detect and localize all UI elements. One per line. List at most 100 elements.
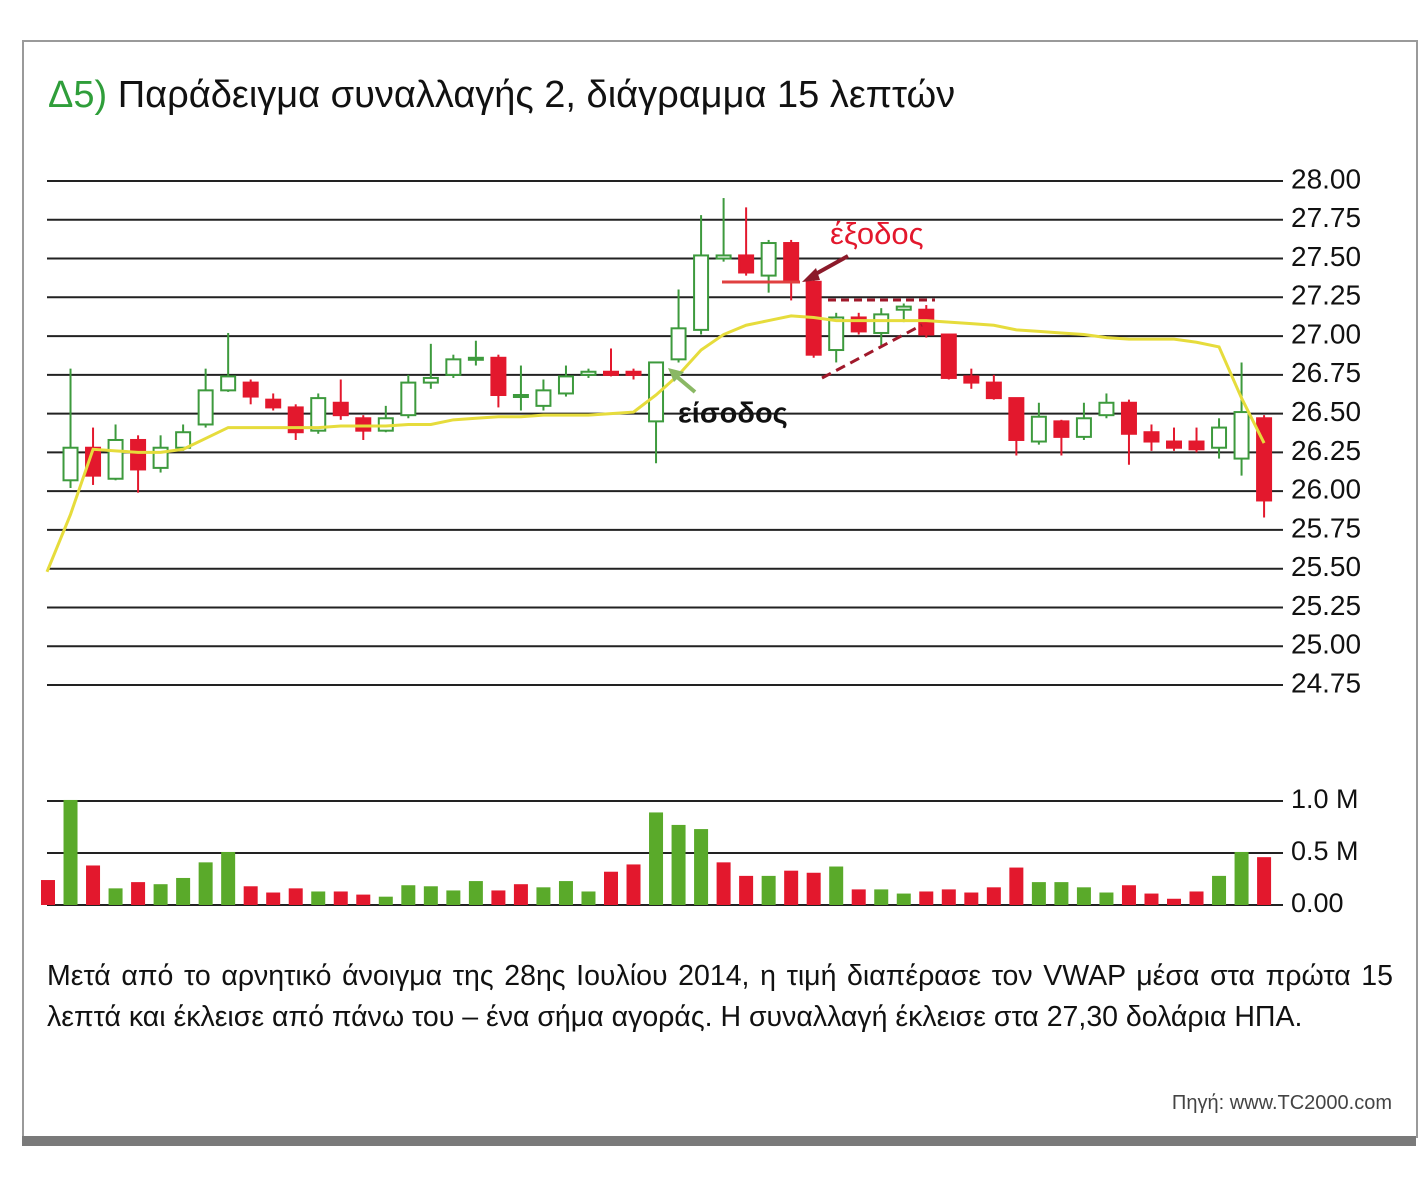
candle-body: [130, 438, 147, 471]
candle-body: [760, 242, 777, 277]
volume-bar: [1076, 887, 1091, 905]
volume-bar: [1031, 882, 1046, 905]
volume-bar: [108, 888, 123, 905]
volume-bar: [41, 880, 55, 905]
volume-bar: [266, 892, 281, 905]
candle-body: [355, 417, 372, 432]
candle-body: [828, 316, 845, 352]
volume-bar: [1257, 857, 1272, 905]
source: Πηγή: www.TC2000.com: [1171, 1092, 1392, 1114]
volume-bar: [851, 889, 866, 905]
candle-body: [242, 381, 259, 398]
y-tick-label: 0.5 M: [1291, 836, 1359, 866]
candle-body: [557, 375, 574, 395]
annotation: είσοδος: [678, 398, 788, 430]
volume-bar: [829, 866, 844, 905]
candle-body: [603, 370, 619, 376]
candle-body: [1188, 440, 1205, 451]
candle-body: [197, 389, 214, 426]
volume-bar: [198, 862, 213, 905]
volume-bar: [874, 889, 889, 905]
y-tick-label: 25.25: [1291, 590, 1361, 621]
candle-body: [422, 376, 439, 384]
volume-bar: [694, 829, 709, 905]
volume-bar: [1054, 882, 1069, 905]
volume-bar: [1099, 892, 1114, 905]
entry-arrow: [674, 374, 697, 394]
frame: [22, 40, 1418, 1138]
volume-bar: [356, 894, 371, 905]
candle-body: [85, 446, 102, 477]
volume-bar: [513, 884, 528, 905]
volume-bar: [221, 851, 236, 905]
candle-body: [1211, 426, 1228, 449]
candle-body: [62, 446, 79, 482]
y-tick-label: 27.00: [1291, 318, 1361, 349]
annotation: έξοδος: [830, 216, 924, 251]
volume-bar: [1189, 891, 1204, 905]
candle-body: [220, 375, 237, 392]
candle-body: [625, 370, 642, 376]
volume-bar: [333, 891, 348, 905]
y-tick-label: 27.75: [1291, 202, 1361, 233]
volume-bar: [649, 812, 664, 905]
y-tick-label: 26.00: [1291, 474, 1361, 505]
volume-bar: [63, 799, 78, 905]
volume-bar: [243, 886, 258, 905]
volume-bar: [919, 891, 934, 905]
title: Δ5) Παράδειγμα συναλλαγής 2, διάγραμμα 1…: [48, 74, 955, 117]
volume-bar: [1167, 898, 1181, 905]
volume-bar: [1009, 867, 1024, 905]
candle-body: [693, 254, 710, 331]
entry-arrowhead: [668, 368, 684, 382]
volume-bar: [761, 875, 776, 905]
candle-body: [940, 333, 957, 379]
y-tick-label: 27.25: [1291, 280, 1361, 311]
y-tick-label: 26.25: [1291, 435, 1361, 466]
volume-bar: [806, 872, 821, 905]
volume-bar: [739, 875, 754, 905]
volume-bar: [491, 890, 506, 905]
candle-body: [467, 356, 484, 361]
candle-body: [670, 327, 687, 361]
volume-bar: [311, 891, 326, 905]
candle-body: [1008, 397, 1025, 441]
candle-body: [1233, 411, 1250, 460]
y-tick-label: 0.00: [1291, 888, 1344, 918]
volume-bar: [1234, 851, 1249, 905]
candle-body: [265, 398, 282, 409]
candle-body: [648, 361, 665, 423]
volume-bar: [423, 886, 438, 905]
volume-bar: [941, 889, 956, 905]
candle-body: [738, 254, 755, 274]
volume-bar: [446, 890, 461, 905]
candle-body: [400, 381, 417, 417]
figure-label: Δ5): [48, 74, 108, 116]
y-tick-label: 25.50: [1291, 551, 1361, 582]
volume-bar: [604, 871, 618, 905]
y-tick-label: 26.75: [1291, 357, 1361, 388]
volume-bar: [378, 896, 393, 905]
candle-body: [287, 406, 304, 434]
candle-body: [715, 254, 732, 260]
candle-body: [1075, 417, 1092, 438]
candle-body: [783, 242, 800, 283]
volume-bar: [626, 864, 641, 905]
y-tick-label: 24.75: [1291, 667, 1361, 698]
y-tick-label: 26.50: [1291, 396, 1361, 427]
volume-bar: [468, 881, 483, 905]
y-tick-label: 27.50: [1291, 241, 1361, 272]
y-tick-label: 25.75: [1291, 512, 1361, 543]
volume-bar: [536, 887, 551, 905]
candle-body: [895, 305, 912, 311]
volume-bar: [581, 891, 596, 905]
candle-body: [873, 313, 890, 334]
volume-bar: [1144, 893, 1159, 905]
candle-body: [310, 397, 327, 432]
title-text: Παράδειγμα συναλλαγής 2, διάγραμμα 15 λε…: [117, 74, 956, 116]
volume-bar: [131, 882, 146, 905]
candle-body: [1120, 401, 1137, 435]
volume-bar: [1121, 885, 1136, 905]
volume-bar: [896, 893, 911, 905]
